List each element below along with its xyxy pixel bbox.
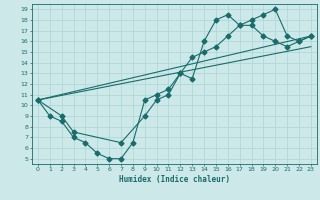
X-axis label: Humidex (Indice chaleur): Humidex (Indice chaleur) xyxy=(119,175,230,184)
